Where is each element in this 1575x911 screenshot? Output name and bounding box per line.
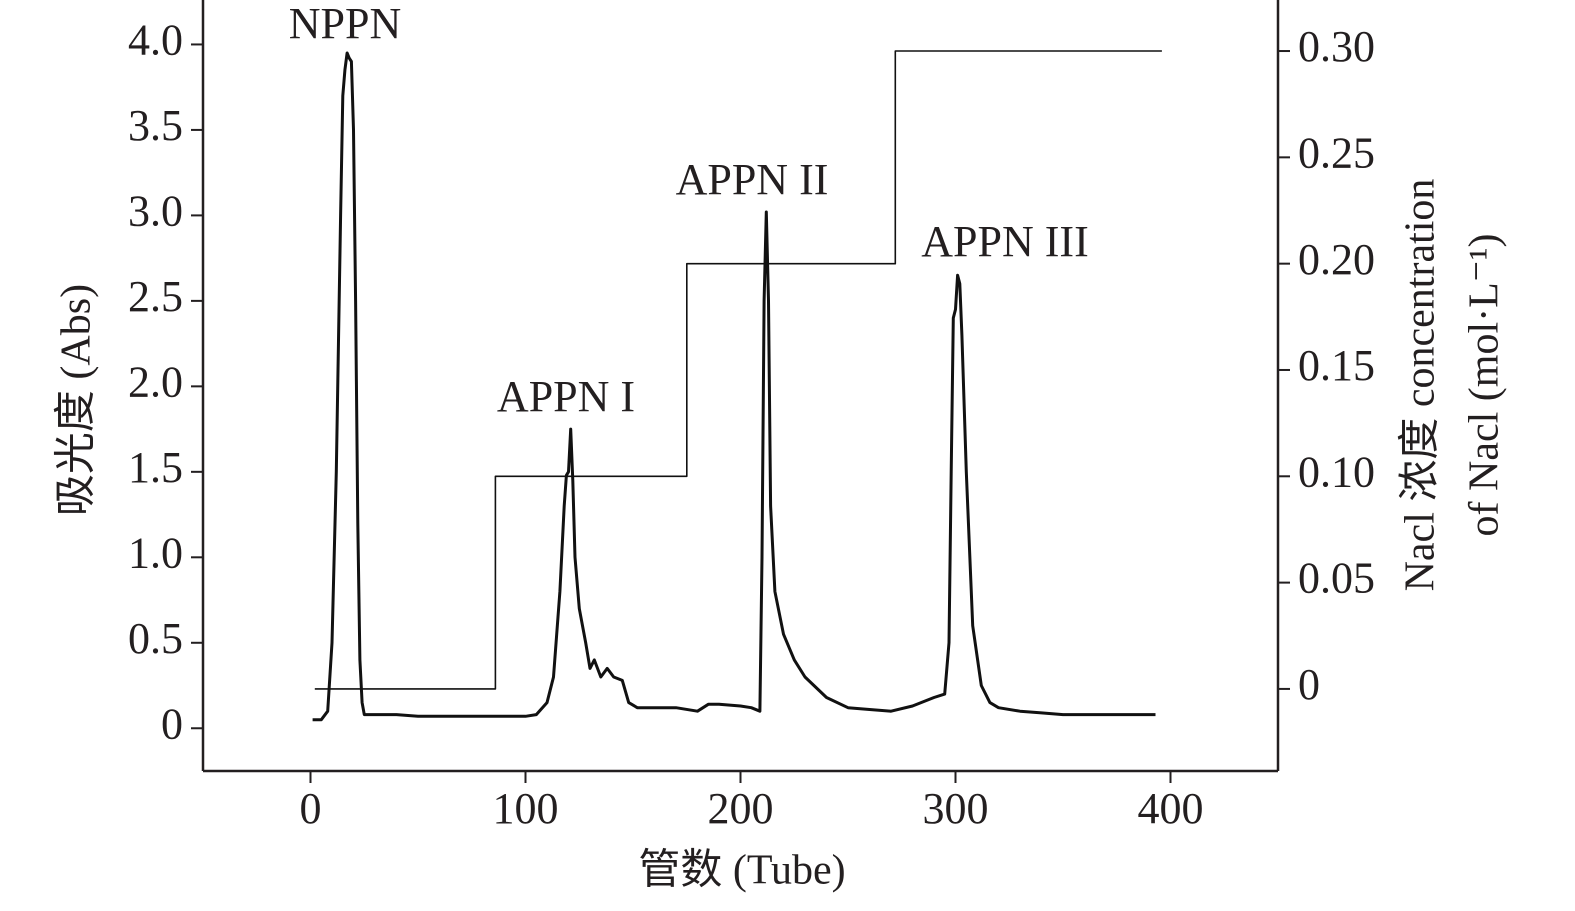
x-tick-label: 200 <box>708 784 774 833</box>
y-tick-label: 4.0 <box>128 16 183 65</box>
absorbance-line <box>312 51 1156 722</box>
y-tick-label: 2.5 <box>128 272 183 321</box>
y2-tick-label: 0.05 <box>1298 554 1375 603</box>
y-tick-label: 1.0 <box>128 528 183 577</box>
x-tick-label: 0 <box>300 784 322 833</box>
y2-tick-label: 0.30 <box>1298 22 1375 71</box>
y2-tick-label: 0.20 <box>1298 235 1375 284</box>
x-tick-label: 400 <box>1138 784 1204 833</box>
peak-label: APPN II <box>676 155 829 204</box>
y2-axis-title: Nacl 浓度 concentration <box>1398 179 1444 592</box>
x-tick-label: 100 <box>493 784 559 833</box>
y-tick-label: 0 <box>161 699 183 748</box>
y2-tick-label: 0.10 <box>1298 447 1375 496</box>
y-axis-title: 吸光度 (Abs) <box>54 284 100 516</box>
y-tick-label: 2.0 <box>128 357 183 406</box>
peak-label: APPN III <box>921 217 1088 266</box>
y2-tick-label: 0.15 <box>1298 341 1375 390</box>
y2-axis-title: of Nacl (mol·L⁻¹) <box>1462 234 1508 537</box>
y-tick-label: 0.5 <box>128 614 183 663</box>
y-tick-label: 1.5 <box>128 443 183 492</box>
y2-tick-label: 0.25 <box>1298 128 1375 177</box>
y2-tick-label: 0 <box>1298 660 1320 709</box>
y-tick-label: 3.0 <box>128 186 183 235</box>
peak-label: APPN I <box>497 372 635 421</box>
x-tick-label: 300 <box>923 784 989 833</box>
x-axis-title: 管数 (Tube) <box>638 848 845 894</box>
y-tick-label: 3.5 <box>128 101 183 150</box>
nacl-line <box>314 50 1162 690</box>
peak-label: NPPN <box>289 0 402 48</box>
